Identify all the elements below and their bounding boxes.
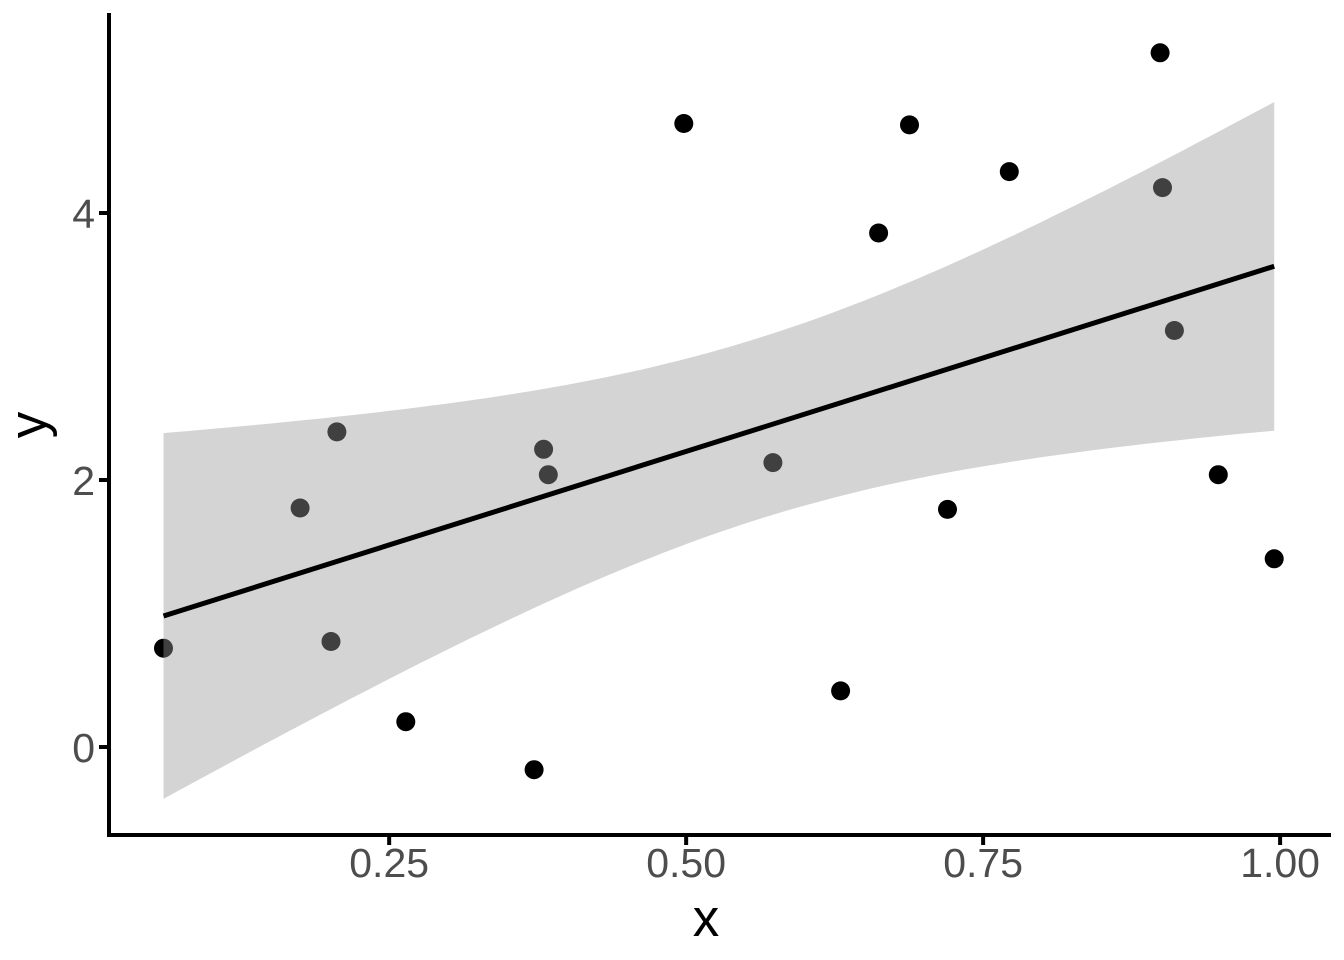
data-point (869, 223, 889, 243)
y-axis-title: y (0, 411, 58, 438)
data-point (327, 422, 347, 442)
data-point (1264, 549, 1284, 569)
smooth-layer (162, 102, 1275, 799)
x-tick-label: 0.75 (943, 840, 1023, 886)
data-point (1150, 43, 1170, 63)
data-point (900, 115, 919, 135)
data-point (154, 638, 173, 658)
data-point (1164, 321, 1184, 340)
x-tick-label: 0.50 (646, 840, 726, 886)
confidence-band (163, 102, 1275, 799)
x-tick-label: 1.00 (1240, 840, 1320, 886)
data-point (1153, 178, 1172, 198)
x-tick-label: 0.25 (349, 840, 429, 886)
data-point (1208, 465, 1228, 485)
data-point (538, 465, 558, 485)
data-point (938, 499, 957, 519)
x-axis-title: x (693, 889, 720, 948)
data-point (524, 760, 544, 780)
y-tick-label: 0 (72, 725, 95, 771)
data-point (999, 162, 1019, 182)
data-point (321, 632, 341, 651)
data-point (290, 498, 310, 518)
data-point (763, 453, 783, 473)
points-layer (154, 43, 1284, 780)
axes: 0 2 4 0.25 0.50 0.75 1.00 (72, 13, 1331, 886)
data-point (831, 681, 851, 701)
data-point (674, 114, 694, 133)
data-point (534, 439, 554, 459)
y-tick-label: 4 (72, 191, 95, 237)
regression-line (162, 263, 1275, 619)
y-tick-label: 2 (72, 458, 95, 504)
data-point (396, 712, 416, 732)
